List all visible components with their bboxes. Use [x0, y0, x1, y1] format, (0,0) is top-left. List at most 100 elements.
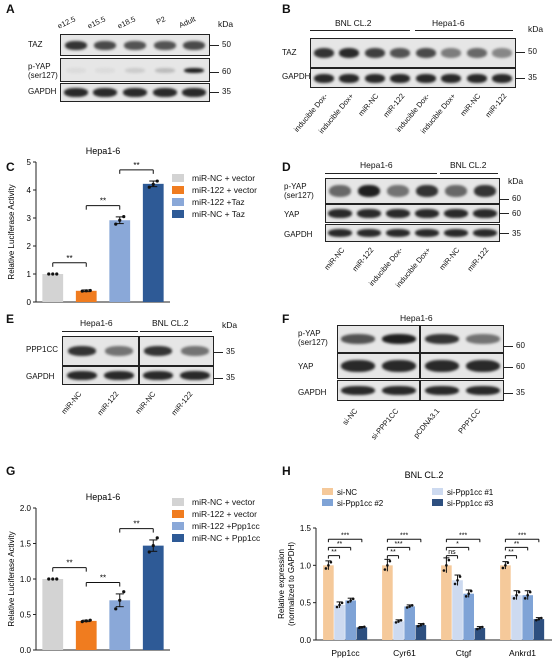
y-axis-label: (normalized to GAPDH): [287, 542, 296, 626]
data-point: [453, 582, 457, 586]
chart-c: Hepa1-6 0 1 2 3 4 5 Relative Luciferase Activit…: [7, 146, 170, 307]
blot-band: [364, 73, 385, 83]
bar: [441, 565, 452, 640]
panel-b-mw-35: 35: [528, 73, 537, 82]
legend-label: si-Ppp1cc #1: [447, 488, 494, 497]
legend-label: miR-NC + vector: [192, 173, 256, 183]
legend-swatch: [322, 488, 333, 495]
panel-e-blot-gapdh-left: [62, 366, 139, 385]
bar: [75, 620, 97, 650]
blot-band: [386, 209, 411, 218]
data-point: [51, 272, 55, 276]
data-point: [540, 616, 543, 620]
blot-band: [472, 209, 497, 218]
blot-band: [492, 73, 513, 83]
blot-band: [341, 334, 376, 344]
sig-label: ***: [518, 533, 526, 540]
data-point: [363, 625, 366, 629]
blot-band: [183, 40, 206, 50]
legend-label: miR-NC + Taz: [192, 209, 245, 219]
data-point: [388, 559, 392, 563]
data-point: [151, 544, 155, 548]
bar: [42, 579, 64, 650]
bar: [404, 606, 416, 640]
lane-label: miR-122: [465, 245, 491, 274]
blot-band: [184, 67, 205, 73]
data-point: [147, 185, 151, 189]
legend-entry: miR-NC + Taz: [172, 208, 257, 220]
blot-band: [328, 209, 353, 218]
data-point: [51, 577, 55, 581]
panel-d-letter: D: [282, 160, 291, 174]
data-point: [88, 618, 92, 622]
lane-label: inducible Dox-: [366, 245, 405, 288]
blot-band: [104, 371, 135, 380]
data-point: [55, 272, 59, 276]
data-point: [535, 618, 538, 622]
lane-label: inducible Dox+: [394, 245, 433, 290]
data-point: [55, 577, 59, 581]
lane-label: miR-NC: [437, 245, 462, 272]
blot-band: [386, 229, 411, 237]
blot-band: [339, 48, 360, 58]
blot-band: [339, 73, 360, 83]
blot-band: [443, 209, 468, 218]
data-point: [80, 620, 84, 624]
bar: [522, 595, 534, 640]
y-tick-label: 1.0: [300, 561, 312, 570]
data-point: [155, 179, 159, 183]
blot-band: [153, 40, 176, 50]
blot-band: [64, 40, 87, 50]
blot-band: [444, 185, 467, 197]
panel-e-group-hepa: Hepa1-6: [80, 318, 113, 328]
chart-g: Hepa1-6 0.0 0.5 1.0 1.5 2.0 Relative Luciferas…: [7, 492, 170, 655]
bar: [142, 183, 164, 302]
lane-label: miR-NC: [322, 245, 347, 272]
data-point: [447, 558, 451, 562]
blot-band: [414, 229, 439, 237]
blot-band: [424, 360, 459, 372]
blot-band: [387, 185, 410, 197]
legend-entry: miR-NC + Ppp1cc: [172, 532, 260, 544]
blot-band: [381, 360, 416, 372]
blot-band: [341, 360, 376, 372]
panel-a-row-pyap: p-YAP (ser127): [28, 62, 58, 80]
blot-band: [441, 48, 462, 58]
panel-a-mw-60: 60: [222, 67, 231, 76]
legend-label: si-NC: [337, 488, 357, 497]
y-tick-label: 0.5: [20, 611, 32, 620]
data-point: [419, 623, 423, 627]
x-category-label: Ctgf: [456, 648, 472, 658]
panel-f-row-gapdh: GAPDH: [298, 388, 327, 397]
y-tick-label: 0: [27, 298, 32, 307]
blot-band: [441, 73, 462, 83]
panel-f-blot-yap-right: [420, 353, 504, 379]
data-point: [515, 593, 518, 597]
sig-label: ns: [448, 549, 456, 556]
x-category-label: Cyr61: [393, 648, 416, 658]
data-point: [476, 627, 479, 631]
y-axis-label: Relative Luciferase Activity: [7, 531, 16, 626]
sig-label: ***: [394, 541, 402, 548]
sig-label: **: [133, 161, 139, 170]
panel-f-row-pyap: p-YAP (ser127): [298, 329, 328, 347]
legend-label: si-Ppp1cc #3: [447, 499, 494, 508]
panel-d-mw-60b: 60: [512, 209, 521, 218]
y-tick-label: 0.0: [300, 636, 312, 645]
panel-a-row-gapdh: GAPDH: [28, 87, 57, 96]
panel-e-group-bnl: BNL CL.2: [152, 318, 189, 328]
sig-label: **: [133, 520, 139, 529]
data-point: [88, 288, 92, 293]
blot-band: [466, 73, 487, 83]
data-point: [346, 600, 350, 604]
panel-a-letter: A: [6, 2, 15, 16]
panel-a-kda: kDa: [218, 19, 234, 29]
data-point: [349, 599, 352, 602]
panel-b-letter: B: [282, 2, 291, 16]
legend-entry: miR-122 + vector: [172, 184, 257, 196]
data-point: [147, 550, 151, 554]
panel-c-letter: C: [6, 160, 15, 174]
data-point: [114, 607, 118, 611]
bar: [142, 545, 164, 650]
chart-title: BNL CL.2: [405, 470, 444, 480]
